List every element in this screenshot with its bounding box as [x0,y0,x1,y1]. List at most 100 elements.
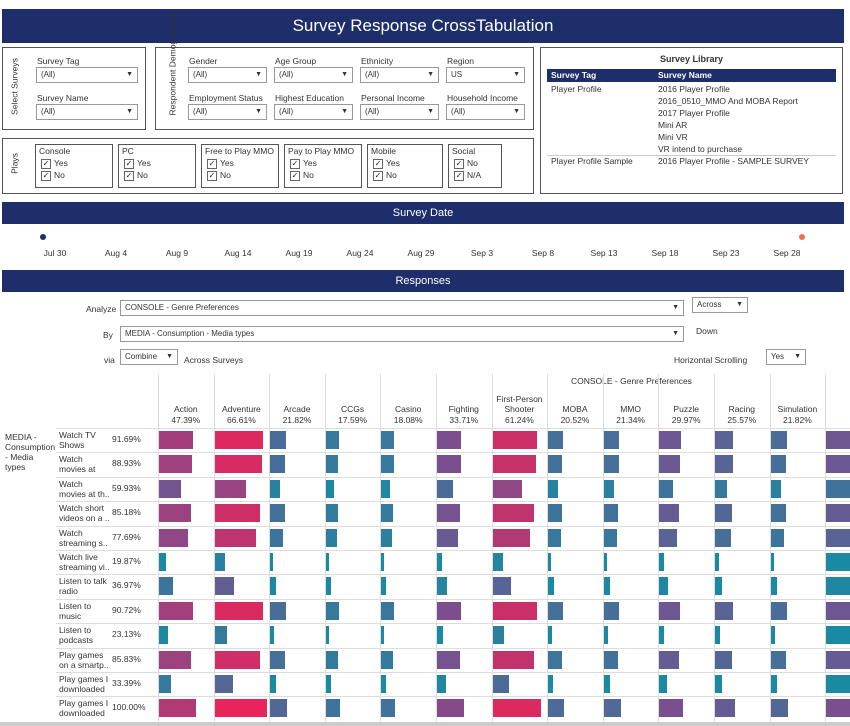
via-select[interactable]: Combine ▼ [120,349,178,365]
crosstab-bar[interactable] [326,675,331,693]
checkbox-yes[interactable]: ✓ Yes [373,158,400,169]
crosstab-bar[interactable] [326,602,339,620]
crosstab-bar[interactable] [604,577,610,595]
row-label[interactable]: Watch live streaming vi.. [59,552,110,572]
crosstab-bar[interactable] [659,651,679,669]
crosstab-bar[interactable] [159,602,193,620]
crosstab-bar[interactable] [715,455,733,473]
column-header[interactable]: First-Person Shooter [496,394,543,414]
crosstab-bar[interactable] [493,602,537,620]
crosstab-bar[interactable] [715,651,732,669]
crosstab-bar[interactable] [159,529,188,547]
crosstab-bar[interactable] [159,455,192,473]
crosstab-bar[interactable] [159,553,166,571]
crosstab-bar[interactable] [715,431,733,449]
crosstab-bar[interactable] [326,529,337,547]
column-header[interactable]: Arcade [283,404,311,414]
crosstab-bar[interactable] [548,602,563,620]
analyze-select[interactable]: CONSOLE - Genre Preferences ▼ [120,300,684,316]
checkbox-no[interactable]: ✓ No [454,158,478,169]
column-header[interactable]: CCGs [341,404,365,414]
household-income-select[interactable]: (All) ▼ [446,104,525,120]
crosstab-bar[interactable] [659,529,677,547]
crosstab-bar[interactable] [715,602,733,620]
crosstab-bar[interactable] [771,529,784,547]
column-header[interactable]: Puzzle [673,404,699,414]
crosstab-bar[interactable] [771,602,787,620]
crosstab-bar[interactable] [381,455,394,473]
checkbox-na[interactable]: ✓ N/A [454,170,481,181]
crosstab-bar[interactable] [548,651,562,669]
crosstab-bar[interactable] [771,626,775,644]
crosstab-bar[interactable] [159,577,173,595]
crosstab-bar[interactable] [270,529,283,547]
checkbox-no[interactable]: ✓ No [290,170,314,181]
crosstab-bar[interactable] [604,480,614,498]
personal-income-select[interactable]: (All) ▼ [360,104,439,120]
crosstab-bar[interactable] [771,651,786,669]
crosstab-bar[interactable] [215,553,225,571]
crosstab-bar[interactable] [381,480,390,498]
across-select[interactable]: Across ▼ [692,297,748,313]
crosstab-bar[interactable] [437,626,443,644]
crosstab-bar[interactable] [548,577,554,595]
crosstab-bar[interactable] [381,626,384,644]
crosstab-bar[interactable] [659,675,667,693]
crosstab-bar[interactable] [548,480,558,498]
row-label[interactable]: Play games I downloaded .. [59,698,109,720]
crosstab-bar[interactable] [270,455,285,473]
crosstab-bar[interactable] [771,504,786,522]
library-row-name[interactable]: VR intend to purchase [658,144,743,154]
crosstab-bar[interactable] [381,431,394,449]
crosstab-bar[interactable] [715,699,735,717]
crosstab-bar[interactable] [548,699,564,717]
checkbox-no[interactable]: ✓ No [373,170,397,181]
crosstab-bar[interactable] [604,602,619,620]
crosstab-bar[interactable] [493,651,534,669]
library-row-name[interactable]: Mini AR [658,120,688,130]
crosstab-bar[interactable] [659,455,680,473]
crosstab-bar[interactable] [493,675,509,693]
crosstab-bar[interactable] [381,577,386,595]
crosstab-bar[interactable] [437,431,461,449]
crosstab-bar[interactable] [604,699,621,717]
row-label[interactable]: Watch streaming s.. [59,528,108,548]
library-row-name[interactable]: 2016_0510_MMO And MOBA Report [658,96,798,106]
crosstab-bar[interactable] [326,431,339,449]
crosstab-bar[interactable] [659,577,668,595]
crosstab-bar[interactable] [215,529,256,547]
crosstab-bar[interactable] [493,455,536,473]
crosstab-bar[interactable] [326,504,338,522]
crosstab-bar[interactable] [215,455,262,473]
crosstab-bar[interactable] [771,675,777,693]
crosstab-bar[interactable] [215,504,260,522]
crosstab-bar[interactable] [381,529,392,547]
highest-education-select[interactable]: (All) ▼ [274,104,353,120]
crosstab-bar[interactable] [326,626,329,644]
row-label[interactable]: Play games I downloaded .. [59,674,109,696]
ethnicity-select[interactable]: (All) ▼ [360,67,439,83]
crosstab-bar[interactable] [548,455,562,473]
crosstab-bar[interactable] [381,651,393,669]
crosstab-bar[interactable] [493,504,534,522]
row-label[interactable]: Listen to music [59,601,92,621]
checkbox-yes[interactable]: ✓ Yes [290,158,317,169]
crosstab-bar[interactable] [493,431,537,449]
crosstab-bar[interactable] [270,651,285,669]
row-label[interactable]: Watch short videos on a .. [59,503,110,523]
crosstab-bar[interactable] [326,455,338,473]
crosstab-bar[interactable] [215,577,234,595]
crosstab-bar[interactable] [215,431,263,449]
crosstab-bar[interactable] [715,504,732,522]
by-select[interactable]: MEDIA - Consumption - Media types ▼ [120,326,684,342]
crosstab-bar[interactable] [326,577,331,595]
library-row-name[interactable]: 2017 Player Profile [658,108,730,118]
crosstab-bar[interactable] [215,626,227,644]
crosstab-bar[interactable] [771,699,788,717]
crosstab-bar[interactable] [715,626,720,644]
crosstab-bar[interactable] [659,431,681,449]
column-header[interactable]: Fighting [448,404,479,414]
row-label[interactable]: Watch movies at th.. [59,479,110,499]
row-label[interactable]: Listen to podcasts [59,625,94,645]
column-header[interactable]: Action [173,404,198,414]
